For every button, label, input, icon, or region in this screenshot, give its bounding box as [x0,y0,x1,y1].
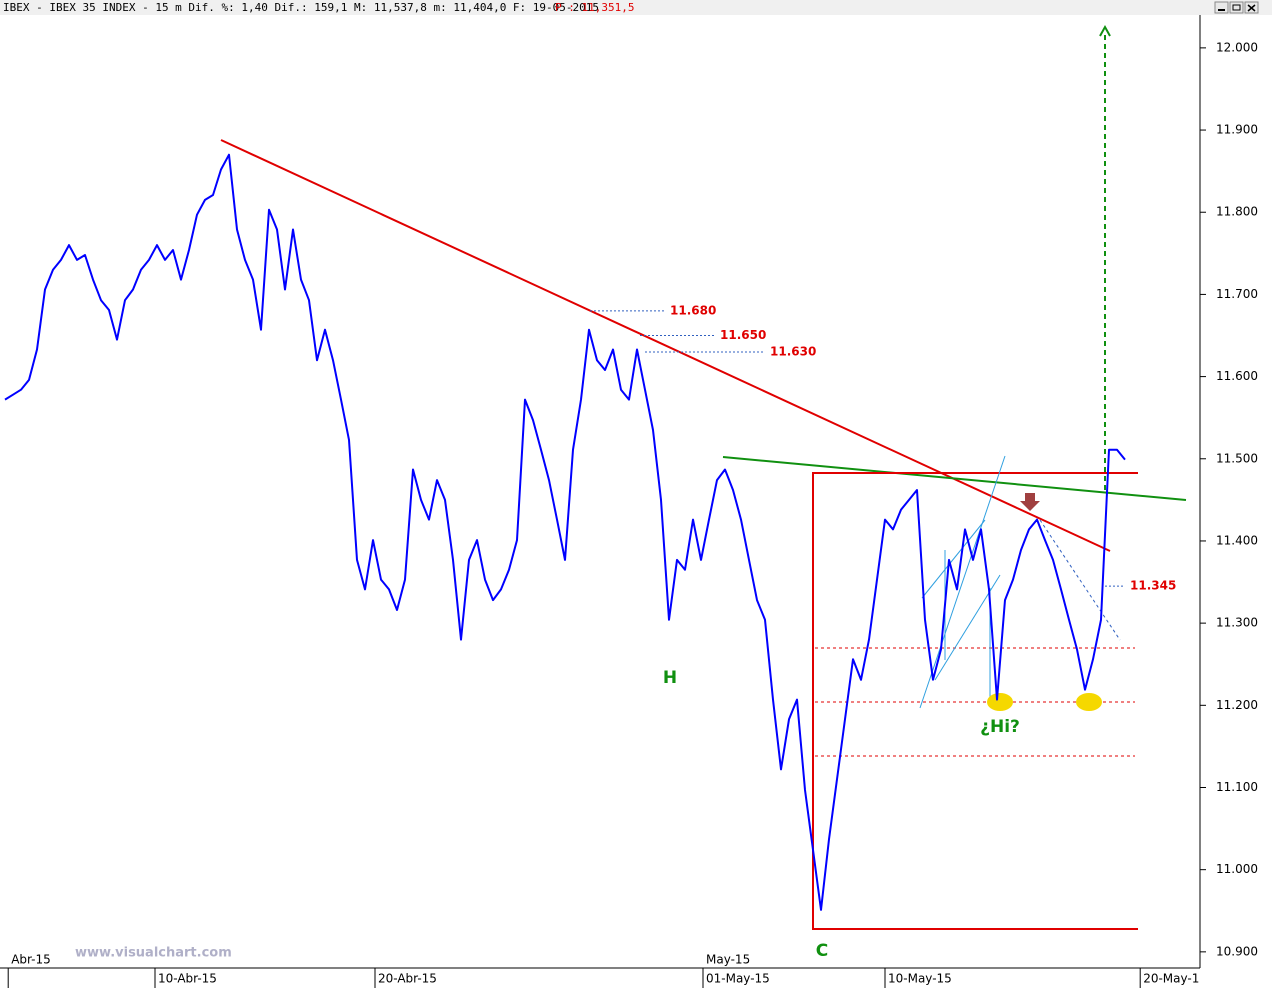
header-bar [0,0,1272,15]
drawing-overlay [220,24,1187,930]
y-tick-label: 12.000 [1216,40,1258,54]
down-arrow [1020,493,1040,511]
level-label: 11.650 [720,328,766,342]
y-tick-label: 11.900 [1216,123,1258,137]
dotted-trendline [1039,519,1121,641]
level-label: 11.680 [670,303,716,317]
highlight [987,693,1013,711]
header-text: IBEX - IBEX 35 INDEX - 15 m Dif. %: 1,40… [3,1,599,14]
x-tick-label: 10-May-15 [888,972,952,986]
maximize-button[interactable] [1229,1,1244,14]
y-tick-label: 11.400 [1216,533,1258,547]
y-tick-label: 11.200 [1216,698,1258,712]
y-tick-label: 11.100 [1216,780,1258,794]
window-controls [1214,1,1259,14]
x-tick-label: 20-Abr-15 [378,972,437,986]
watermark: www.visualchart.com [75,946,232,961]
y-tick-label: 11.500 [1216,451,1258,465]
level-label: 11.345 [1130,579,1176,593]
x-tick-label: 20-May-1 [1143,972,1199,986]
highlight [1076,693,1102,711]
level-label: 11.630 [770,344,816,358]
x-tick-label: May-15 [706,953,750,967]
y-tick-label: 11.800 [1216,205,1258,219]
neckline [722,456,1187,501]
y-tick-label: 11.000 [1216,862,1258,876]
y-tick-label: 11.700 [1216,287,1258,301]
x-tick-label: 01-May-15 [706,972,770,986]
annotation: ¿Hi? [980,717,1020,737]
header-price: P : 11,351,5 [555,1,634,14]
annotation: H [663,668,677,688]
target-arrow-head [1099,24,1111,37]
close-icon [1247,4,1256,12]
minimize-button[interactable] [1214,1,1229,14]
y-tick-label: 11.300 [1216,616,1258,630]
channel-line [919,455,1006,709]
price-line [4,153,1126,911]
maximize-icon [1232,4,1241,11]
annotation: C [816,941,828,961]
x-tick-label: Abr-15 [11,953,51,967]
range-box [812,472,1138,930]
y-tick-label: 10.900 [1216,944,1258,958]
down-trendline [220,139,1111,552]
y-tick-label: 11.600 [1216,369,1258,383]
channel-line [921,519,986,599]
x-tick-label: 10-Abr-15 [158,972,217,986]
